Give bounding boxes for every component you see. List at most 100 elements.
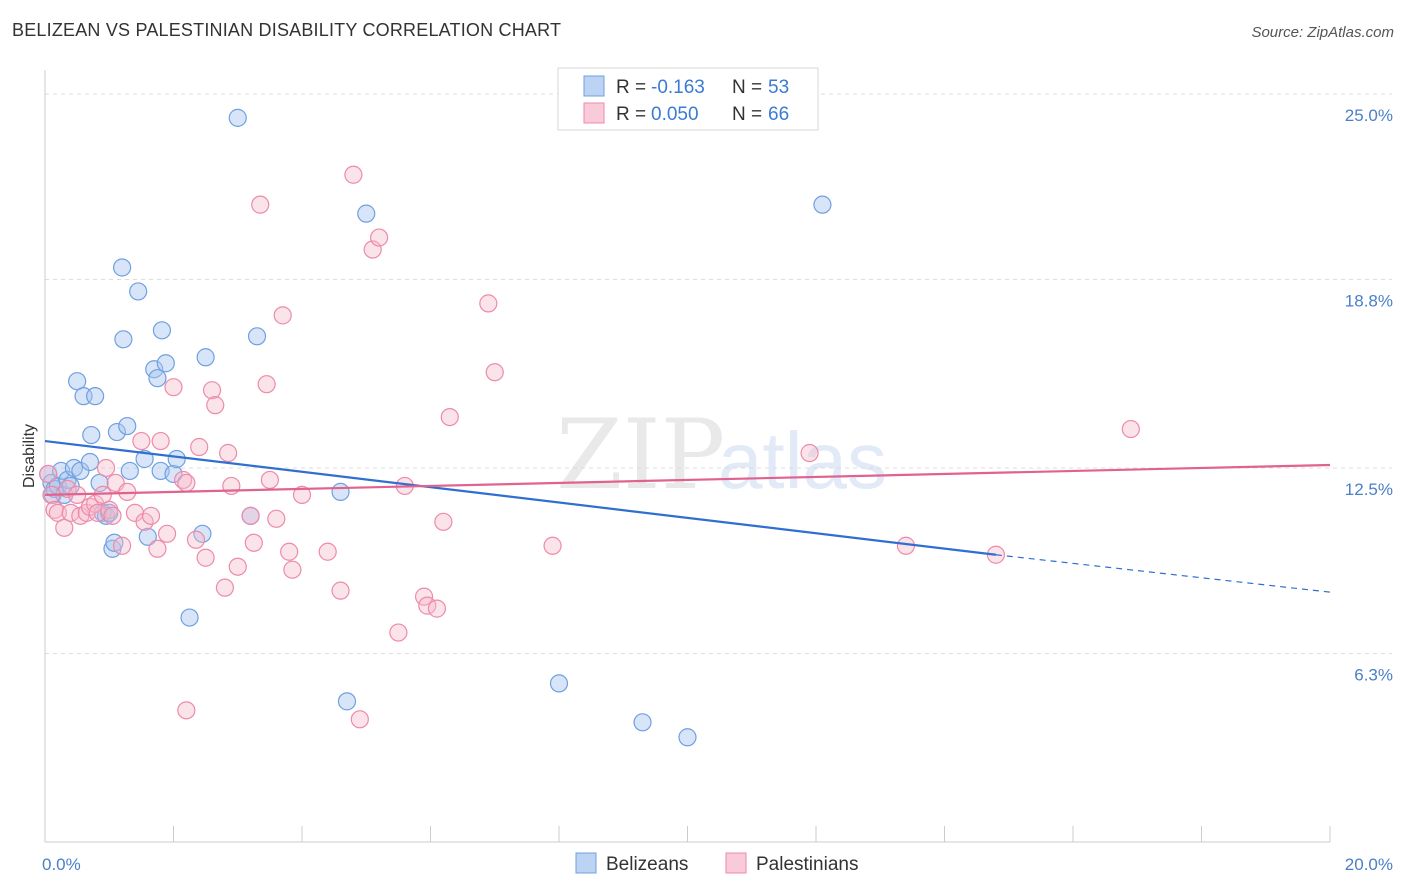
legend-n-value-0: 53 bbox=[768, 77, 789, 98]
belizean-point bbox=[331, 482, 350, 502]
palestinian-point bbox=[1121, 419, 1140, 439]
palestinian-point bbox=[331, 581, 350, 600]
y-tick-label: 6.3% bbox=[1354, 665, 1393, 684]
palestinian-point bbox=[370, 228, 389, 247]
palestinian-point bbox=[164, 378, 183, 397]
belizean-point bbox=[152, 321, 172, 340]
watermark-zip: ZIP bbox=[556, 399, 725, 511]
legend-r-label-0: R = bbox=[616, 77, 646, 98]
belizean-point bbox=[68, 372, 87, 391]
belizean-point bbox=[148, 369, 167, 388]
palestinian-point bbox=[186, 530, 206, 549]
belizean-point bbox=[135, 449, 154, 469]
palestinian-point bbox=[318, 542, 337, 561]
palestinian-point bbox=[206, 396, 225, 415]
legend-n-label-1: N = bbox=[732, 104, 762, 125]
belizean-point bbox=[196, 348, 215, 367]
belizean-trend-extension bbox=[995, 554, 1331, 593]
palestinian-point bbox=[427, 599, 447, 618]
source-label: Source: ZipAtlas.com bbox=[1251, 24, 1394, 41]
palestinian-point bbox=[174, 470, 193, 490]
palestinian-point bbox=[93, 485, 112, 504]
belizean-point bbox=[129, 282, 148, 301]
belizean-point bbox=[118, 416, 137, 436]
belizean-trend-line bbox=[44, 439, 997, 556]
palestinian-point bbox=[344, 165, 363, 184]
bottom-legend-swatch-belizeans bbox=[575, 852, 597, 874]
legend-r-value-0: -0.163 bbox=[651, 77, 705, 98]
bottom-legend-belizeans: Belizeans bbox=[606, 854, 688, 875]
palestinian-point bbox=[267, 509, 286, 528]
palestinian-point bbox=[132, 431, 151, 451]
palestinian-point bbox=[228, 557, 247, 576]
watermark: ZIP atlas bbox=[556, 399, 887, 511]
palestinian-point bbox=[177, 701, 196, 720]
belizean-point bbox=[86, 387, 105, 406]
legend-r-label-1: R = bbox=[616, 104, 646, 125]
palestinian-point bbox=[215, 578, 234, 597]
palestinian-point bbox=[222, 476, 241, 496]
tick-labels: 6.3% 12.5% 18.8% 25.0% 0.0% 20.0% bbox=[42, 106, 1393, 874]
belizean-point bbox=[813, 195, 832, 214]
palestinian-point bbox=[196, 548, 215, 567]
belizean-point bbox=[164, 464, 183, 484]
y-axis-label: Disability bbox=[21, 424, 38, 488]
y-tick-label: 25.0% bbox=[1345, 106, 1393, 125]
belizean-point bbox=[247, 327, 267, 346]
palestinian-point bbox=[485, 363, 504, 382]
palestinian-point bbox=[58, 479, 77, 499]
palestinian-point bbox=[96, 458, 116, 478]
belizean-point bbox=[678, 728, 697, 747]
palestinian-point bbox=[273, 306, 292, 325]
belizean-point bbox=[80, 452, 100, 472]
belizean-point bbox=[82, 425, 101, 445]
palestinian-point bbox=[55, 518, 74, 537]
belizean-point bbox=[180, 608, 199, 627]
palestinian-point bbox=[251, 195, 270, 214]
data-points bbox=[39, 108, 1140, 747]
legend-swatch-belizeans bbox=[583, 75, 605, 97]
palestinian-point bbox=[543, 536, 562, 555]
palestinian-point bbox=[280, 542, 299, 561]
palestinian-trend-line bbox=[44, 463, 1331, 496]
palestinian-point bbox=[292, 485, 312, 504]
belizean-point bbox=[633, 713, 652, 732]
palestinian-point bbox=[141, 506, 161, 525]
palestinian-point bbox=[48, 503, 67, 522]
palestinian-point bbox=[389, 623, 408, 642]
belizean-point bbox=[357, 204, 376, 223]
palestinian-point bbox=[241, 506, 260, 525]
belizean-point bbox=[120, 461, 139, 481]
palestinian-point bbox=[157, 524, 177, 543]
palestinian-point bbox=[103, 506, 122, 525]
palestinian-point bbox=[244, 533, 263, 552]
palestinian-point bbox=[260, 470, 279, 490]
palestinian-point bbox=[800, 443, 819, 463]
watermark-atlas: atlas bbox=[718, 416, 887, 505]
palestinian-point bbox=[434, 512, 453, 531]
palestinian-point bbox=[39, 464, 58, 484]
y-tick-label: 12.5% bbox=[1345, 480, 1393, 499]
belizean-point bbox=[138, 527, 157, 546]
legend-swatch-palestinians bbox=[583, 102, 605, 124]
bottom-legend-swatch-palestinians bbox=[725, 852, 747, 874]
palestinian-point bbox=[479, 294, 498, 313]
palestinian-point bbox=[88, 503, 107, 522]
belizean-point bbox=[107, 422, 127, 442]
x-tick-label: 20.0% bbox=[1345, 855, 1393, 874]
legend-r-value-1: 0.050 bbox=[651, 104, 699, 125]
palestinian-point bbox=[202, 381, 222, 400]
palestinian-point bbox=[257, 375, 276, 394]
axes bbox=[44, 70, 1331, 843]
grid-lines bbox=[45, 93, 1392, 654]
y-tick-label: 18.8% bbox=[1345, 291, 1393, 310]
palestinian-point bbox=[148, 539, 167, 558]
bottom-legend-palestinians: Palestinians bbox=[756, 854, 858, 875]
palestinian-point bbox=[190, 437, 209, 457]
belizean-point bbox=[114, 330, 133, 349]
palestinian-point bbox=[151, 431, 170, 451]
belizean-point bbox=[156, 354, 175, 373]
chart-title: BELIZEAN VS PALESTINIAN DISABILITY CORRE… bbox=[12, 20, 562, 40]
belizean-point bbox=[167, 449, 186, 469]
